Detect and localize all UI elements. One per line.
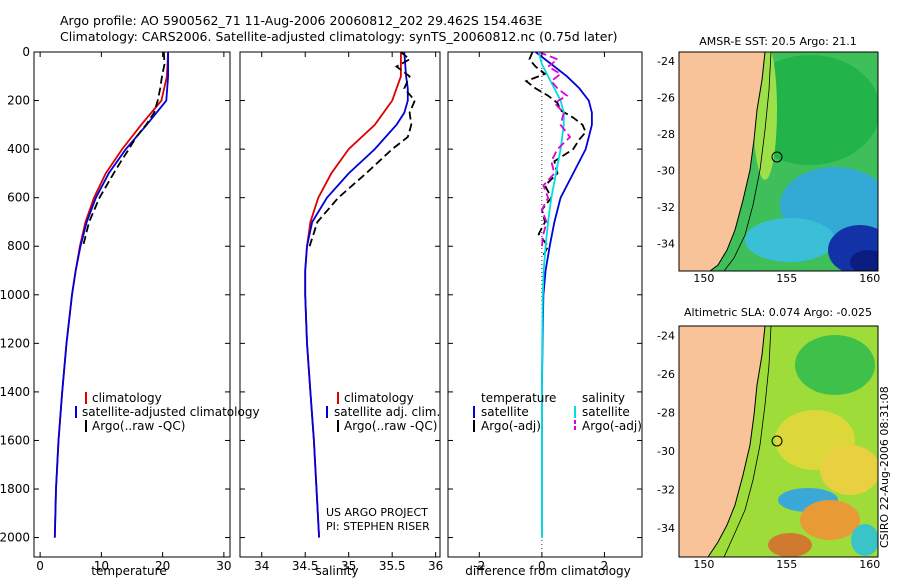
sla-shelf-contour [723, 326, 772, 557]
map-y-tick-label: -28 [657, 128, 675, 141]
temperature-plot [53, 52, 170, 538]
sst-shelf-contour [723, 52, 772, 271]
y-tick-label: 2000 [0, 531, 30, 545]
series-salinity-satellite [537, 52, 565, 538]
sst-cold-patch [850, 250, 878, 271]
legend-argo: Argo(..raw -QC) [92, 419, 185, 433]
series-salinity-argo-adj [538, 52, 572, 247]
map-x-tick-label: 160 [859, 558, 880, 571]
legend-sal-satellite: satellite [582, 405, 630, 419]
pi-note: PI: STEPHEN RISER [326, 520, 430, 533]
salinity-panel [239, 51, 441, 558]
map-x-tick-label: 150 [693, 558, 714, 571]
y-tick-label: 1400 [0, 385, 30, 399]
difference-panel [447, 51, 643, 558]
legend-temp-satellite: satellite [481, 405, 529, 419]
series-satellite-adj-clim [304, 52, 409, 538]
series-climatology [304, 52, 402, 538]
series-temperature-argo-adj [524, 52, 587, 259]
legend-temp-argo: Argo(-adj) [481, 419, 541, 433]
x-tick-label: 10 [94, 559, 109, 573]
credit-stamp: CSIRO 22-Aug-2006 08:31:08 [878, 386, 891, 548]
legend-climatology: climatology [344, 391, 414, 405]
map-y-tick-label: -24 [657, 330, 675, 343]
sla-low-anomaly [851, 524, 878, 556]
map-x-tick-label: 150 [693, 272, 714, 285]
x-tick-label: 0 [36, 559, 44, 573]
map-x-tick-label: 160 [859, 272, 880, 285]
difference-legend: temperature satellite Argo(-adj) salinit… [473, 391, 642, 433]
legend-climatology: climatology [92, 391, 162, 405]
x-tick-label: 0 [538, 559, 546, 573]
series-satellite-adjusted-climatology [53, 52, 170, 538]
x-tick-label: 34 [254, 559, 269, 573]
y-tick-label: 400 [7, 142, 30, 156]
sst-map-frame [678, 51, 879, 272]
salinity-plot [304, 52, 416, 538]
difference-plot [524, 52, 593, 557]
y-tick-label: 1800 [0, 482, 30, 496]
sst-map-title: AMSR-E SST: 20.5 Argo: 21.1 [699, 35, 857, 48]
y-tick-label: 800 [7, 239, 30, 253]
sla-float-marker [771, 435, 783, 447]
map-y-tick-label: -34 [657, 522, 675, 535]
sla-map-title: Altimetric SLA: 0.074 Argo: -0.025 [684, 306, 872, 319]
difference-xlabel: difference from climatology [465, 564, 631, 578]
x-tick-label: 20 [155, 559, 170, 573]
salinity-xlabel: salinity [315, 564, 358, 578]
climatology-subtitle: Climatology: CARS2006. Satellite-adjuste… [60, 29, 618, 44]
y-tick-label: 1000 [0, 288, 30, 302]
sla-map [679, 326, 878, 557]
map-y-tick-label: -28 [657, 407, 675, 420]
y-tick-label: 1600 [0, 433, 30, 447]
sst-cool-patch [745, 218, 835, 262]
map-y-tick-label: -32 [657, 201, 675, 214]
x-tick-label: 34.5 [292, 559, 319, 573]
map-x-tick-label: 155 [776, 272, 797, 285]
legend-sal-argo: Argo(-adj) [582, 419, 642, 433]
x-tick-label: 36 [428, 559, 443, 573]
map-y-tick-label: -32 [657, 484, 675, 497]
temperature-xlabel: temperature [91, 564, 166, 578]
series-argo-raw-qc [82, 52, 166, 247]
x-tick-label: 35.5 [379, 559, 406, 573]
legend-temperature-title: temperature [481, 391, 556, 405]
x-tick-label: 35 [341, 559, 356, 573]
legend-satellite: satellite adj. clim. [334, 405, 440, 419]
map-y-tick-label: -34 [657, 238, 675, 251]
sst-land [679, 52, 766, 271]
sla-land [679, 326, 766, 557]
legend-argo: Argo(..raw -QC) [344, 419, 437, 433]
map-y-tick-label: -26 [657, 368, 675, 381]
x-tick-label: 30 [216, 559, 231, 573]
y-tick-label: 200 [7, 94, 30, 108]
axes-ticks: 0 10 20 30020040060080010001200140016001800… [0, 45, 880, 573]
y-tick-label: 0 [22, 45, 30, 59]
sla-map-frame [678, 325, 879, 558]
map-y-tick-label: -26 [657, 92, 675, 105]
x-tick-label: 2 [601, 559, 609, 573]
map-y-tick-label: -30 [657, 445, 675, 458]
series-argo-raw-qc [308, 52, 416, 247]
sla-peak-anomaly [800, 500, 860, 540]
salinity-legend: climatology satellite adj. clim. Argo(..… [326, 391, 440, 533]
legend-satellite: satellite-adjusted climatology [82, 405, 260, 419]
profile-title: Argo profile: AO 5900562_71 11-Aug-2006 … [60, 13, 543, 28]
y-tick-label: 600 [7, 191, 30, 205]
temperature-legend: climatology satellite-adjusted climatolo… [75, 391, 260, 433]
map-y-tick-label: -24 [657, 55, 675, 68]
legend-salinity-title: salinity [582, 391, 625, 405]
sst-map [679, 52, 878, 271]
map-y-tick-label: -30 [657, 165, 675, 178]
map-x-tick-label: 155 [776, 558, 797, 571]
project-note: US ARGO PROJECT [326, 506, 428, 519]
sla-high-anomaly [795, 335, 875, 395]
sla-high-anomaly [820, 445, 878, 495]
sla-peak-anomaly [768, 533, 812, 557]
y-tick-label: 1200 [0, 336, 30, 350]
temperature-panel [33, 51, 231, 558]
x-tick-label: -2 [473, 559, 485, 573]
sst-float-marker [771, 151, 783, 163]
